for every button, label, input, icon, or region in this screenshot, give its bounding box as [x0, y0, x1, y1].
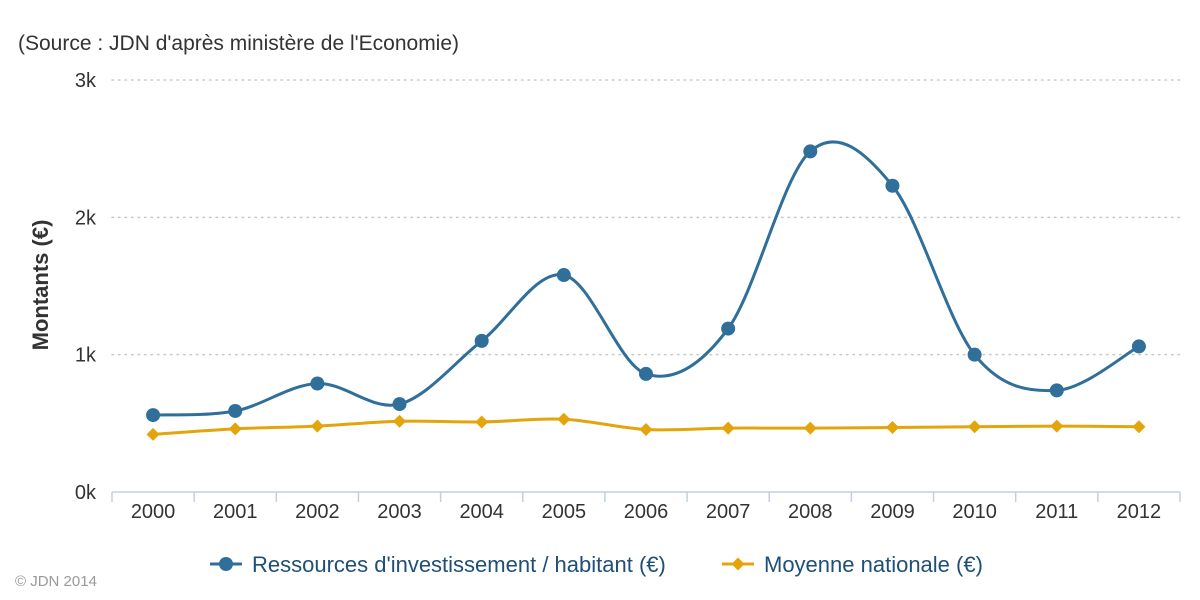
- data-point[interactable]: [803, 144, 818, 159]
- x-tick-label: 2005: [542, 501, 587, 523]
- x-tick-label: 2012: [1117, 501, 1162, 523]
- series-line[interactable]: [153, 140, 1140, 417]
- legend[interactable]: Ressources d'investissement / habitant (…: [210, 552, 983, 577]
- y-tick-label: 3k: [75, 70, 97, 92]
- x-tick-label: 2006: [624, 501, 669, 523]
- data-point[interactable]: [639, 366, 653, 381]
- data-point[interactable]: [721, 321, 736, 336]
- data-point[interactable]: [475, 415, 489, 429]
- legend-label: Moyenne nationale (€): [764, 552, 983, 577]
- grid: [111, 79, 1181, 356]
- data-point[interactable]: [310, 376, 325, 391]
- legend-marker: [731, 557, 745, 571]
- data-point[interactable]: [639, 423, 653, 437]
- data-point[interactable]: [146, 427, 160, 441]
- x-tick-label: 2009: [870, 501, 915, 523]
- data-point[interactable]: [310, 419, 324, 433]
- x-tick-label: 2008: [788, 501, 833, 523]
- data-point[interactable]: [557, 412, 571, 426]
- data-point[interactable]: [146, 408, 161, 423]
- x-tick-label: 2004: [459, 501, 504, 523]
- x-tick-label: 2001: [213, 501, 258, 523]
- data-point[interactable]: [967, 347, 982, 362]
- data-point[interactable]: [721, 421, 735, 435]
- data-point[interactable]: [228, 422, 242, 436]
- x-tick-label: 2011: [1035, 501, 1078, 523]
- data-point[interactable]: [556, 268, 571, 283]
- data-point[interactable]: [1132, 420, 1146, 434]
- legend-label: Ressources d'investissement / habitant (…: [252, 552, 666, 577]
- x-tick-label: 2002: [295, 501, 340, 523]
- data-point[interactable]: [885, 420, 899, 434]
- series-1[interactable]: [146, 140, 1146, 423]
- y-axis: 0k 1k 2k 3k: [75, 70, 97, 504]
- y-axis-title: Montants (€): [28, 220, 53, 351]
- data-point[interactable]: [392, 397, 407, 412]
- data-point[interactable]: [228, 403, 243, 418]
- series-layer: [146, 140, 1146, 441]
- x-tick-label: 2007: [706, 501, 751, 523]
- y-tick-label: 1k: [75, 345, 97, 367]
- data-point[interactable]: [1131, 339, 1146, 354]
- data-point[interactable]: [1049, 383, 1064, 398]
- legend-marker: [219, 557, 233, 571]
- data-point[interactable]: [393, 414, 407, 428]
- y-tick-label: 2k: [75, 207, 97, 229]
- data-point[interactable]: [803, 421, 817, 435]
- series-2[interactable]: [146, 412, 1146, 441]
- legend-item[interactable]: Moyenne nationale (€): [722, 552, 983, 577]
- data-point[interactable]: [885, 178, 900, 193]
- legend-item[interactable]: Ressources d'investissement / habitant (…: [210, 552, 666, 577]
- y-tick-label: 0k: [75, 482, 97, 504]
- data-point[interactable]: [968, 420, 982, 434]
- credits: © JDN 2014: [15, 573, 97, 590]
- data-point[interactable]: [474, 333, 489, 348]
- x-tick-label: 2000: [131, 501, 176, 523]
- chart-subtitle: (Source : JDN d'après ministère de l'Eco…: [18, 32, 459, 55]
- x-axis: 2000 2001 2002 2003 2004 2005 2006 2007 2008 2009…: [111, 491, 1181, 523]
- x-tick-label: 2003: [377, 501, 422, 523]
- x-tick-label: 2010: [952, 501, 997, 523]
- data-point[interactable]: [1050, 419, 1064, 433]
